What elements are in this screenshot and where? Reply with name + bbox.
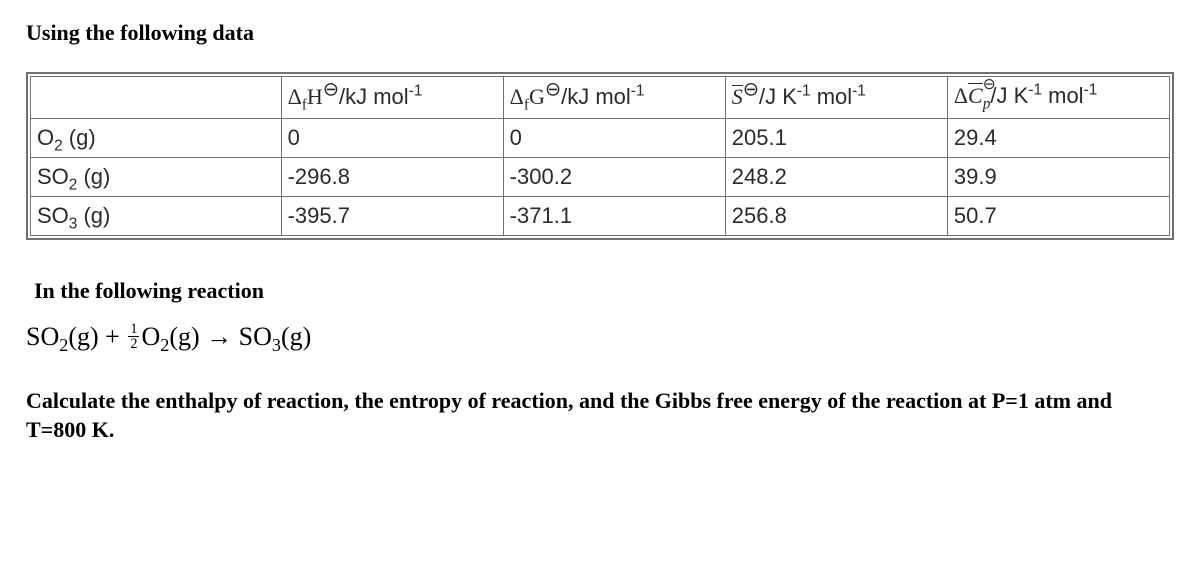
table-row: O2 (g) 0 0 205.1 29.4 <box>31 118 1170 157</box>
cell-S: 205.1 <box>725 118 947 157</box>
table-header-row: fH⊖/kJ mol-1 fG⊖/kJ mol-1 S⊖/J K-1 mol-1… <box>31 77 1170 119</box>
thermo-data-table: fH⊖/kJ mol-1 fG⊖/kJ mol-1 S⊖/J K-1 mol-1… <box>26 72 1174 240</box>
cell-dfH: 0 <box>281 118 503 157</box>
row-label: SO2 (g) <box>31 157 282 196</box>
col-header-dCp: C⊖p/J K-1 mol-1 <box>947 77 1169 119</box>
table-row: SO3 (g) -395.7 -371.1 256.8 50.7 <box>31 196 1170 235</box>
cell-dCp: 29.4 <box>947 118 1169 157</box>
question-prompt: Calculate the enthalpy of reaction, the … <box>26 386 1174 445</box>
cell-dCp: 50.7 <box>947 196 1169 235</box>
cell-S: 248.2 <box>725 157 947 196</box>
col-header-dfH: fH⊖/kJ mol-1 <box>281 77 503 119</box>
cell-dfG: -371.1 <box>503 196 725 235</box>
row-label: O2 (g) <box>31 118 282 157</box>
species-label: O2 (g) <box>37 125 96 150</box>
cell-S: 256.8 <box>725 196 947 235</box>
species-label: SO2 (g) <box>37 164 110 189</box>
cell-dCp: 39.9 <box>947 157 1169 196</box>
table-row: SO2 (g) -296.8 -300.2 248.2 39.9 <box>31 157 1170 196</box>
cell-dfH: -296.8 <box>281 157 503 196</box>
cell-dfG: 0 <box>503 118 725 157</box>
subheading: In the following reaction <box>34 278 1174 304</box>
cell-dfH: -395.7 <box>281 196 503 235</box>
row-label: SO3 (g) <box>31 196 282 235</box>
section-heading: Using the following data <box>26 20 1174 46</box>
col-header-S: S⊖/J K-1 mol-1 <box>725 77 947 119</box>
col-header-blank <box>31 77 282 119</box>
col-header-dfG: fG⊖/kJ mol-1 <box>503 77 725 119</box>
reaction-equation: SO2(g) + 12O2(g) → SO3(g) <box>26 322 1174 354</box>
species-label: SO3 (g) <box>37 203 110 228</box>
cell-dfG: -300.2 <box>503 157 725 196</box>
